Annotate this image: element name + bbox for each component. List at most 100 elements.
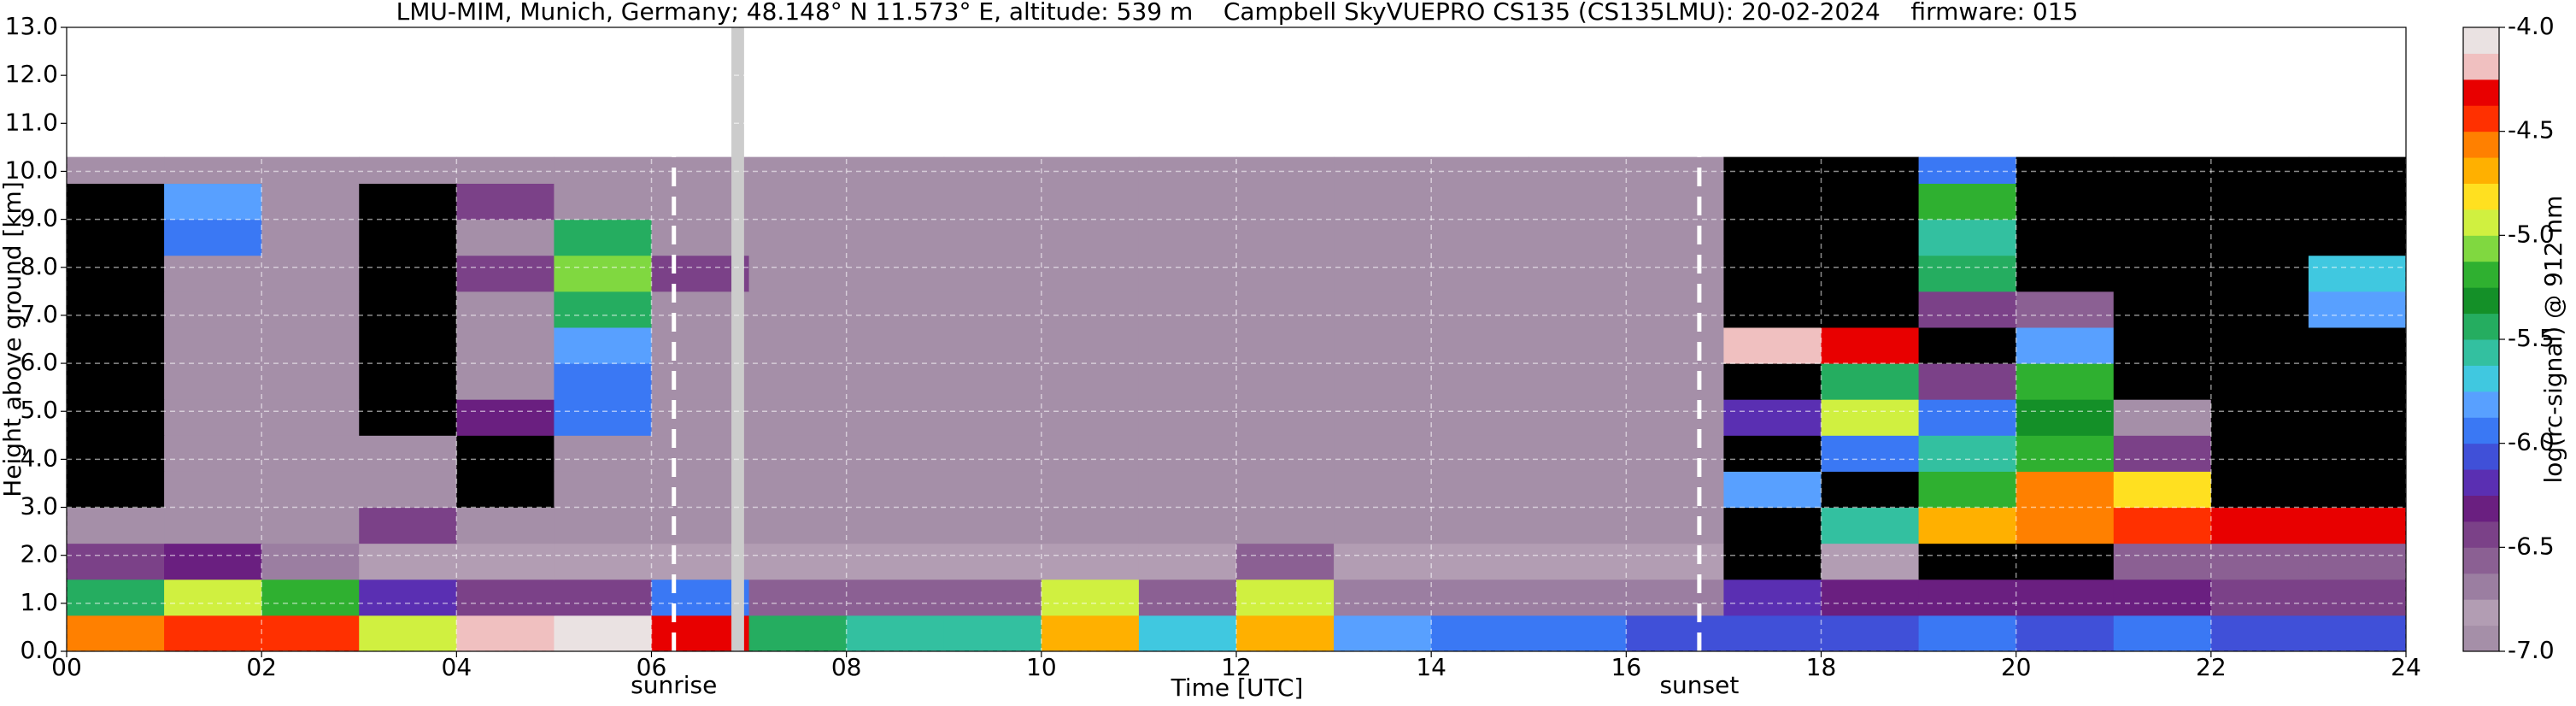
heatmap-cell: [748, 507, 848, 544]
heatmap-cell: [456, 156, 555, 184]
colorbar-segment: [2463, 469, 2499, 496]
heatmap-cell: [554, 156, 652, 184]
heatmap-cell: [846, 183, 945, 221]
heatmap-cell: [943, 507, 1042, 544]
heatmap-cell: [2308, 399, 2407, 436]
heatmap-cell: [2016, 291, 2115, 328]
heatmap-cell: [456, 543, 555, 580]
heatmap-cell: [748, 615, 848, 652]
heatmap-cell: [1236, 435, 1335, 472]
heatmap-cell: [2113, 543, 2212, 580]
heatmap-cell: [1821, 615, 1920, 652]
heatmap-cell: [748, 399, 848, 436]
heatmap-cell: [359, 507, 457, 544]
heatmap-cell: [748, 435, 848, 472]
heatmap-cell: [1918, 579, 2017, 616]
heatmap-cell: [1821, 579, 1920, 616]
heatmap-cell: [2016, 255, 2115, 292]
heatmap-cell: [943, 156, 1042, 184]
heatmap-cell: [456, 507, 555, 544]
heatmap-cell: [554, 255, 652, 292]
y-tick-label: 10.0: [5, 156, 58, 184]
heatmap-cell: [748, 543, 848, 580]
heatmap-cell: [748, 156, 848, 184]
heatmap-cell: [67, 543, 165, 580]
colorbar-segment: [2463, 313, 2499, 340]
colorbar-tick-label: -4.5: [2508, 116, 2555, 144]
heatmap-cell: [1918, 219, 2017, 256]
heatmap-cell: [846, 399, 945, 436]
colorbar-segment: [2463, 339, 2499, 366]
heatmap-cell: [456, 219, 555, 256]
heatmap-cell: [943, 219, 1042, 256]
y-tick-label: 3.0: [20, 492, 58, 521]
heatmap-cell: [1138, 399, 1237, 436]
heatmap-cell: [2113, 579, 2212, 616]
heatmap-cell: [456, 363, 555, 400]
heatmap-cell: [554, 183, 652, 221]
heatmap-cell: [359, 543, 457, 580]
heatmap-cell: [1041, 543, 1140, 580]
heatmap-cell: [943, 615, 1042, 652]
y-tick-label: 7.0: [20, 300, 58, 328]
heatmap-cell: [1529, 507, 1627, 544]
heatmap-cell: [164, 156, 262, 184]
heatmap-cell: [261, 615, 360, 652]
heatmap-cell: [2308, 471, 2407, 509]
heatmap-cell: [1821, 156, 1920, 184]
heatmap-cell: [1138, 291, 1237, 328]
heatmap-cell: [164, 183, 262, 221]
heatmap-cell: [2308, 507, 2407, 544]
heatmap-cell: [1334, 156, 1432, 184]
colorbar-segment: [2463, 27, 2499, 54]
heatmap-cell: [2308, 255, 2407, 292]
heatmap-cell: [1529, 543, 1627, 580]
heatmap-cell: [1529, 327, 1627, 364]
colorbar-segment: [2463, 53, 2499, 80]
heatmap-cell: [1529, 255, 1627, 292]
heatmap-cell: [1626, 399, 1724, 436]
heatmap-cell: [1529, 363, 1627, 400]
heatmap-cell: [359, 363, 457, 400]
heatmap-cell: [748, 327, 848, 364]
heatmap-cell: [1334, 579, 1432, 616]
heatmap-cell: [1529, 579, 1627, 616]
heatmap-cell: [2016, 507, 2115, 544]
heatmap-cell: [1236, 219, 1335, 256]
heatmap-cell: [748, 183, 848, 221]
heatmap-cell: [943, 471, 1042, 509]
heatmap-cell: [2308, 327, 2407, 364]
colorbar-segment: [2463, 547, 2499, 574]
heatmap-cell: [1431, 399, 1529, 436]
heatmap-cell: [1918, 399, 2017, 436]
heatmap-cell: [1236, 615, 1335, 652]
heatmap-cell: [456, 471, 555, 509]
heatmap-cell: [943, 363, 1042, 400]
heatmap-cell: [2113, 363, 2212, 400]
heatmap-cell: [1821, 291, 1920, 328]
heatmap-cell: [1431, 471, 1529, 509]
heatmap-cell: [1918, 156, 2017, 184]
heatmap-cell: [1821, 507, 1920, 544]
heatmap-cell: [1626, 543, 1724, 580]
heatmap-cell: [1821, 471, 1920, 509]
heatmap-cell: [554, 579, 652, 616]
heatmap-cell: [1918, 291, 2017, 328]
heatmap-cell: [1431, 363, 1529, 400]
heatmap-cell: [67, 363, 165, 400]
heatmap-cell: [1431, 183, 1529, 221]
colorbar-segment: [2463, 287, 2499, 315]
heatmap-cell: [846, 471, 945, 509]
heatmap-cell: [1723, 156, 1822, 184]
heatmap-cell: [261, 543, 360, 580]
heatmap-cell: [1236, 399, 1335, 436]
heatmap-cell: [261, 363, 360, 400]
y-tick-label: 6.0: [20, 348, 58, 376]
heatmap-cell: [2210, 255, 2309, 292]
heatmap-cell: [261, 579, 360, 616]
y-tick-label: 13.0: [5, 12, 58, 40]
heatmap-cell: [846, 579, 945, 616]
heatmap-cell: [67, 615, 165, 652]
heatmap-cell: [2210, 183, 2309, 221]
heatmap-cell: [2210, 399, 2309, 436]
